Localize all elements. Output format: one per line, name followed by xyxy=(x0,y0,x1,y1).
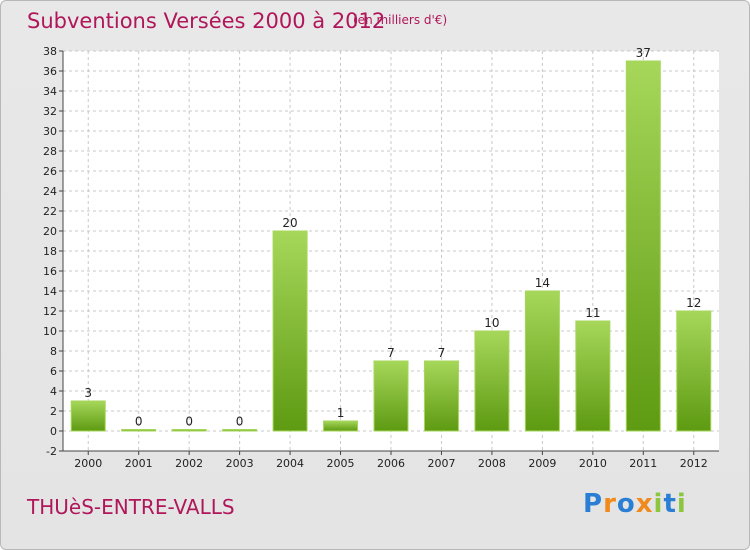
y-tick-label: 14 xyxy=(43,285,57,298)
x-tick-label: 2006 xyxy=(377,457,405,470)
bar-2006 xyxy=(373,360,409,432)
y-tick-label: -2 xyxy=(46,445,57,458)
data-label: 7 xyxy=(438,346,446,360)
y-tick-label: 0 xyxy=(50,425,57,438)
logo-letter: r xyxy=(603,489,617,519)
y-tick-label: 8 xyxy=(50,345,57,358)
bar-2010 xyxy=(575,320,611,432)
bars xyxy=(70,60,712,432)
x-tick-label: 2004 xyxy=(276,457,304,470)
logo-letter: o xyxy=(616,489,636,519)
logo-letter: t xyxy=(663,489,677,519)
logo-letter: P xyxy=(583,489,604,519)
x-tick-label: 2005 xyxy=(327,457,355,470)
y-tick-label: 20 xyxy=(43,225,57,238)
data-label: 37 xyxy=(636,46,651,60)
y-tick-label: 36 xyxy=(43,65,57,78)
data-label: 0 xyxy=(135,415,143,429)
bar-2012 xyxy=(676,310,712,432)
data-labels: 3 0 0 0 20 1 7 7 10 14 11 37 12 xyxy=(84,46,701,429)
bar-2003 xyxy=(222,429,258,432)
y-tick-label: 2 xyxy=(50,405,57,418)
y-tick-label: 4 xyxy=(50,385,57,398)
y-tick-label: 30 xyxy=(43,125,57,138)
x-tick-label: 2012 xyxy=(680,457,708,470)
data-label: 10 xyxy=(484,316,499,330)
data-label: 7 xyxy=(387,346,395,360)
data-label: 0 xyxy=(185,415,193,429)
x-tick-label: 2008 xyxy=(478,457,506,470)
proxiti-logo: Proxiti xyxy=(583,489,687,519)
data-label: 0 xyxy=(236,415,244,429)
bar-2008 xyxy=(474,330,510,432)
chart-subtitle: (en milliers d'€) xyxy=(353,13,448,27)
bar-2009 xyxy=(524,290,560,432)
data-label: 14 xyxy=(535,276,550,290)
x-tick-label: 2010 xyxy=(579,457,607,470)
commune-name: THUèS-ENTRE-VALLS xyxy=(27,495,235,519)
x-tick-label: 2002 xyxy=(175,457,203,470)
chart-title: Subventions Versées 2000 à 2012 xyxy=(27,9,386,33)
y-tick-label: 16 xyxy=(43,265,57,278)
x-tick-label: 2000 xyxy=(74,457,102,470)
y-tick-label: 34 xyxy=(43,85,57,98)
data-label: 12 xyxy=(686,296,701,310)
y-tick-label: 26 xyxy=(43,165,57,178)
axes xyxy=(59,50,719,455)
data-label: 1 xyxy=(337,406,345,420)
y-tick-label: 38 xyxy=(43,45,57,58)
y-tick-label: 32 xyxy=(43,105,57,118)
bar-2007 xyxy=(423,360,459,432)
y-tick-label: 28 xyxy=(43,145,57,158)
logo-letter: i xyxy=(676,489,687,519)
data-label: 3 xyxy=(84,386,92,400)
y-tick-label: 10 xyxy=(43,325,57,338)
bar-2005 xyxy=(323,420,359,432)
x-tick-label: 2007 xyxy=(427,457,455,470)
bar-2002 xyxy=(171,429,207,432)
bar-2000 xyxy=(70,400,106,432)
x-tick-label: 2011 xyxy=(629,457,657,470)
y-tick-label: 6 xyxy=(50,365,57,378)
y-tick-label: 18 xyxy=(43,245,57,258)
logo-letter: x xyxy=(635,489,654,519)
x-tick-labels: 2000 2001 2002 2003 2004 2005 2006 2007 2008 2009… xyxy=(74,457,708,470)
bar-2004 xyxy=(272,230,308,432)
x-tick-label: 2003 xyxy=(226,457,254,470)
logo-letter: i xyxy=(653,489,664,519)
bar-2001 xyxy=(121,429,157,432)
data-label: 20 xyxy=(282,216,297,230)
x-tick-label: 2001 xyxy=(125,457,153,470)
y-tick-label: 12 xyxy=(43,305,57,318)
data-label: 11 xyxy=(585,306,600,320)
bar-2011 xyxy=(625,60,661,432)
y-tick-label: 22 xyxy=(43,205,57,218)
y-tick-label: 24 xyxy=(43,185,57,198)
x-tick-label: 2009 xyxy=(528,457,556,470)
